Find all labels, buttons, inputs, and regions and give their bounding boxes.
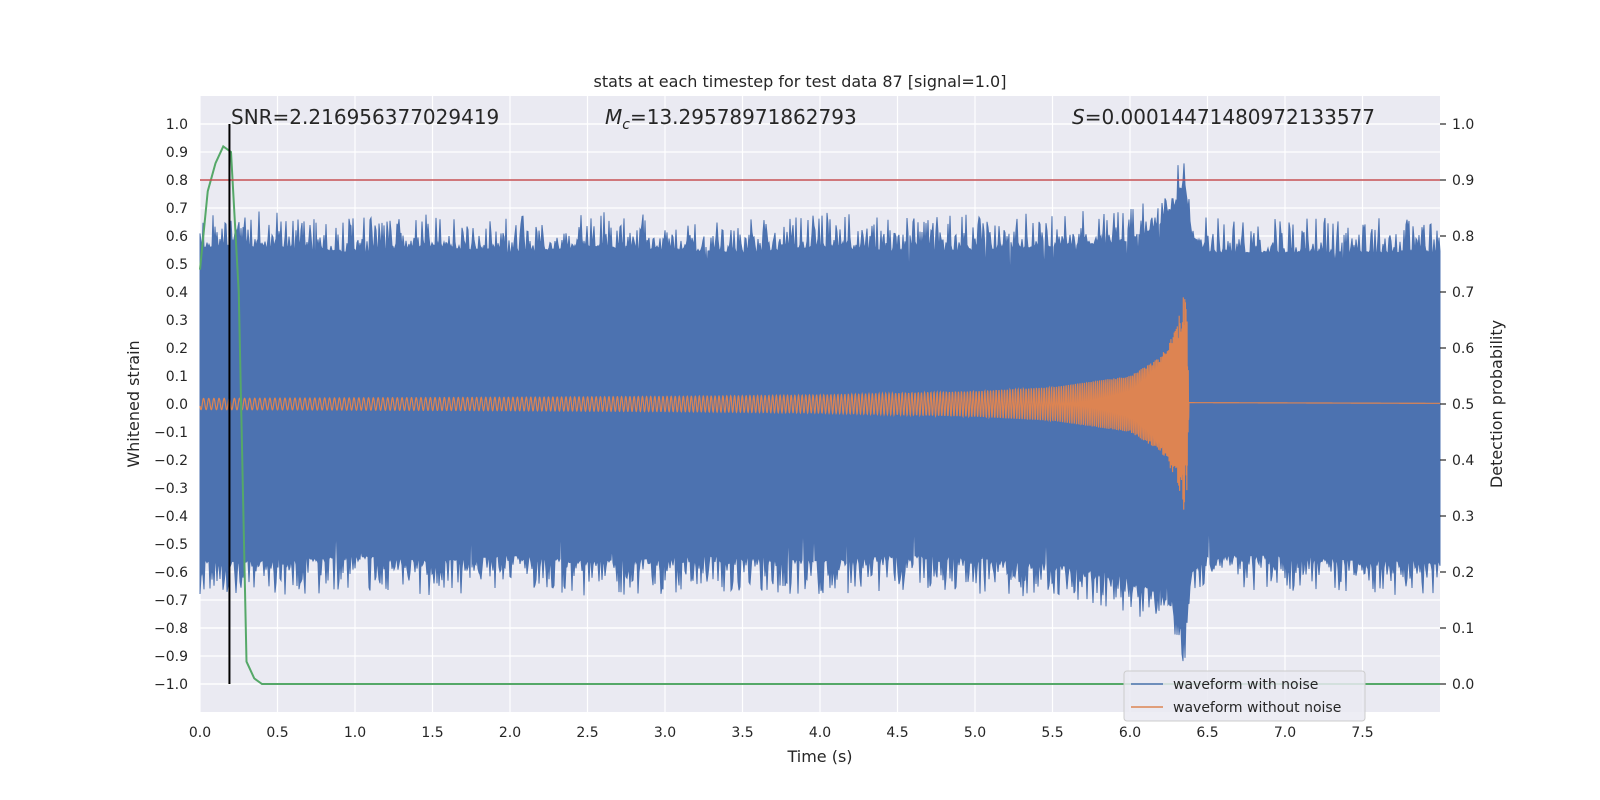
y-axis-ticks-right: 0.0 0.1 0.2 0.3 0.4 0.5 0.6 0.7 0.8 0.9 1.0	[1440, 117, 1474, 693]
chirp-mass-symbol: M	[605, 105, 622, 129]
y-right-tick-label: 0.7	[1452, 285, 1474, 301]
x-tick-label: 3.0	[654, 725, 676, 741]
noise-waveform-path	[199, 163, 1441, 662]
y-tick-label: −0.7	[154, 593, 188, 609]
x-tick-label: 7.0	[1274, 725, 1296, 741]
y-right-tick-label: 1.0	[1452, 117, 1474, 133]
x-tick-label: 6.5	[1196, 725, 1218, 741]
y-right-tick-label: 0.5	[1452, 397, 1474, 413]
s-symbol: S	[1072, 105, 1085, 129]
x-tick-label: 3.5	[731, 725, 753, 741]
y-tick-label: 0.3	[166, 313, 188, 329]
x-tick-label: 2.0	[499, 725, 521, 741]
x-tick-label: 1.5	[421, 725, 443, 741]
x-axis-label: Time (s)	[786, 747, 852, 766]
chirp-mass-value: =13.29578971862793	[630, 105, 857, 129]
y-tick-label: 1.0	[166, 117, 188, 133]
y-right-tick-label: 0.0	[1452, 677, 1474, 693]
y-tick-label: −0.1	[154, 425, 188, 441]
chirp-mass-annotation: Mc=13.29578971862793	[605, 105, 857, 133]
x-tick-label: 1.0	[344, 725, 366, 741]
waveform-without-noise-series	[199, 297, 1440, 510]
x-tick-label: 6.0	[1119, 725, 1141, 741]
y-tick-label: −1.0	[154, 677, 188, 693]
detection-probability-series	[199, 144, 1440, 685]
x-tick-label: 4.0	[809, 725, 831, 741]
y-tick-label: −0.3	[154, 481, 188, 497]
legend-label-clean: waveform without noise	[1173, 700, 1341, 716]
x-tick-label: 5.5	[1041, 725, 1063, 741]
clean-waveform-path	[199, 297, 1440, 510]
y-axis-label-left: Whitened strain	[124, 340, 143, 467]
y-right-tick-label: 0.2	[1452, 565, 1474, 581]
y-tick-label: 0.5	[166, 257, 188, 273]
y-right-tick-label: 0.9	[1452, 173, 1474, 189]
chart-title: stats at each timestep for test data 87 …	[594, 72, 1007, 91]
y-tick-label: −0.9	[154, 649, 188, 665]
y-tick-label: 0.7	[166, 201, 188, 217]
x-tick-label: 0.5	[266, 725, 288, 741]
waveform-with-noise-series	[199, 163, 1441, 662]
y-tick-label: −0.5	[154, 537, 188, 553]
x-tick-label: 2.5	[576, 725, 598, 741]
y-tick-label: −0.8	[154, 621, 188, 637]
y-tick-label: 0.6	[166, 229, 188, 245]
s-annotation: S=0.00014471480972133577	[1072, 105, 1375, 129]
y-right-tick-label: 0.3	[1452, 509, 1474, 525]
detection-probability-path	[199, 144, 1440, 685]
x-tick-label: 5.0	[964, 725, 986, 741]
y-tick-label: −0.2	[154, 453, 188, 469]
y-right-tick-label: 0.6	[1452, 341, 1474, 357]
y-right-tick-label: 0.1	[1452, 621, 1474, 637]
snr-annotation: SNR=2.216956377029419	[231, 105, 499, 129]
x-tick-label: 4.5	[886, 725, 908, 741]
y-axis-label-right: Detection probability	[1487, 320, 1506, 488]
y-tick-label: 0.4	[166, 285, 188, 301]
y-right-tick-label: 0.4	[1452, 453, 1474, 469]
y-tick-label: 0.9	[166, 145, 188, 161]
y-tick-label: −0.4	[154, 509, 188, 525]
x-tick-label: 0.0	[189, 725, 211, 741]
x-tick-label: 7.5	[1351, 725, 1373, 741]
y-tick-label: 0.2	[166, 341, 188, 357]
legend: waveform with noise waveform without noi…	[1123, 670, 1366, 722]
legend-label-noise: waveform with noise	[1173, 677, 1318, 693]
y-tick-label: 0.1	[166, 369, 188, 385]
chirp-mass-subscript: c	[622, 117, 630, 133]
y-right-tick-label: 0.8	[1452, 229, 1474, 245]
y-tick-label: −0.6	[154, 565, 188, 581]
x-axis-ticks: 0.0 0.5 1.0 1.5 2.0 2.5 3.0 3.5 4.0 4.5 5.0 5.5 6.0 6…	[189, 725, 1374, 741]
y-tick-label: 0.8	[166, 173, 188, 189]
y-tick-label: 0.0	[166, 397, 188, 413]
s-value: =0.00014471480972133577	[1085, 105, 1375, 129]
legend-box	[1123, 670, 1366, 722]
y-axis-ticks-left: −1.0 −0.9 −0.8 −0.7 −0.6 −0.5 −0.4 −0.3 −0.2 −0.1…	[154, 117, 188, 693]
